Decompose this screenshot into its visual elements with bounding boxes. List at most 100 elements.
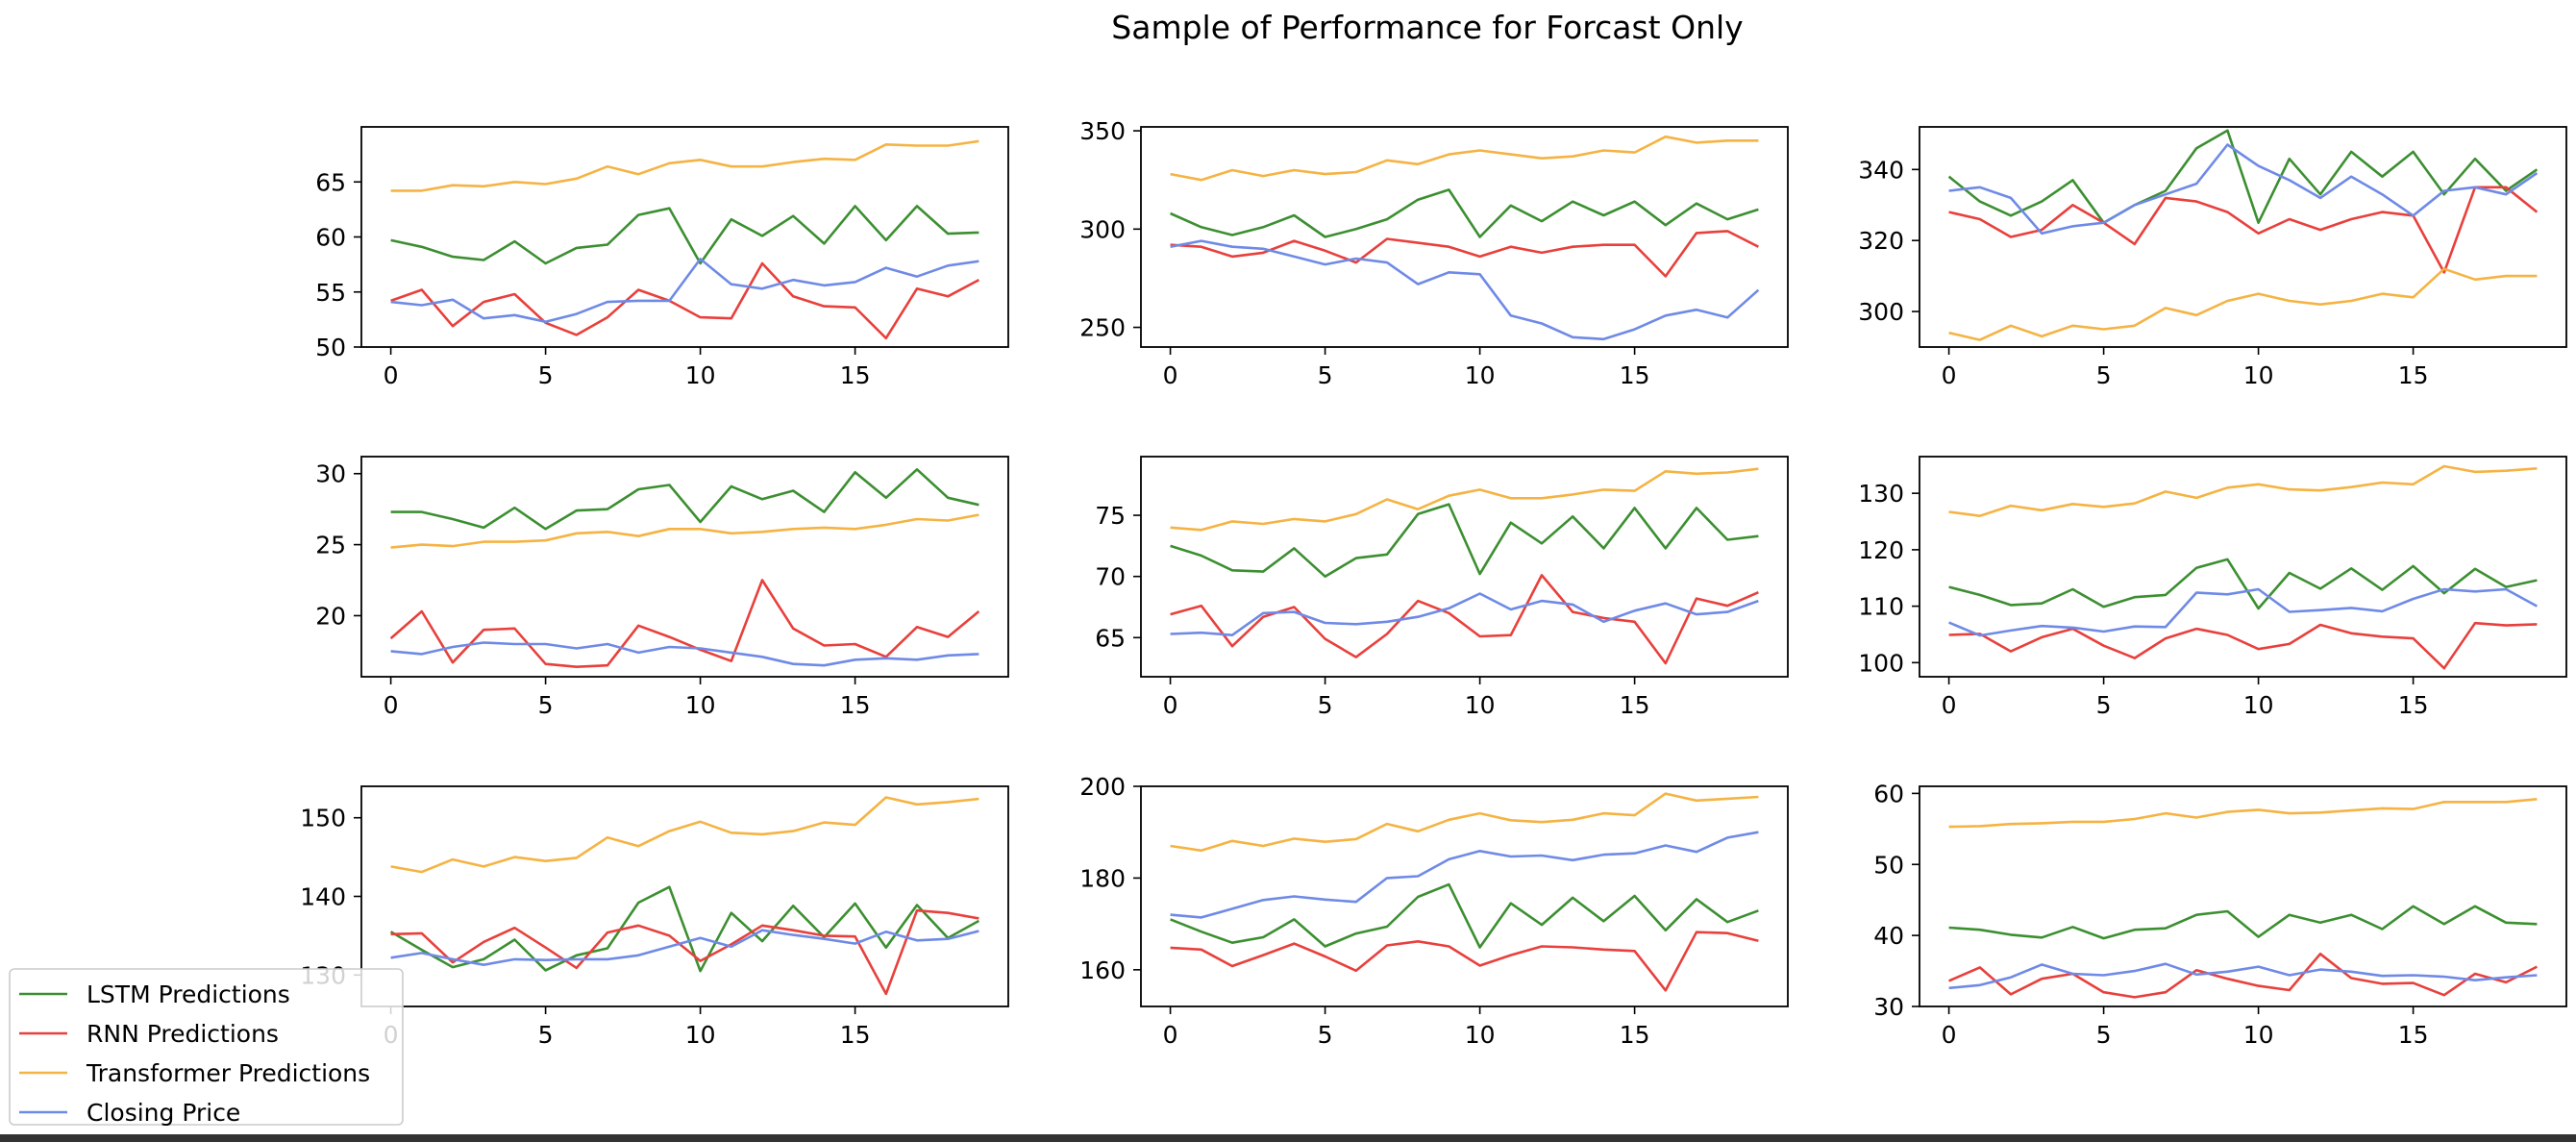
x-tick-label: 10 — [2243, 361, 2274, 389]
axes-frame — [1140, 126, 1789, 348]
axes-frame — [1140, 456, 1789, 678]
x-tick-label: 15 — [840, 361, 871, 389]
x-tick-label: 15 — [840, 1021, 871, 1049]
axes-frame — [1919, 785, 2567, 1007]
x-tick-label: 0 — [1942, 1021, 1957, 1049]
axes-frame — [360, 456, 1009, 678]
transformer-predictions-line — [1948, 267, 2538, 341]
x-tick-label: 15 — [2398, 691, 2429, 719]
x-tick-label: 0 — [1163, 691, 1178, 719]
x-tick-label: 0 — [1942, 361, 1957, 389]
x-tick-label: 0 — [384, 691, 399, 719]
axes-frame — [1919, 126, 2567, 348]
rnn-predictions-line — [1948, 621, 2538, 670]
closing-price-line — [1948, 143, 2539, 236]
y-tick-label: 25 — [315, 532, 346, 559]
transformer-predictions-line — [1170, 467, 1759, 532]
subplot-9: 0 5 10 15 30 40 50 60 — [1873, 780, 2567, 1049]
y-tick-label: 50 — [315, 334, 346, 361]
subplot-3: 0 5 10 15 300 320 340 — [1858, 126, 2567, 389]
closing-price-line — [1948, 587, 2539, 637]
x-tick-label: 10 — [685, 361, 716, 389]
y-tick-label: 120 — [1858, 536, 1904, 564]
rnn-predictions-line — [1170, 574, 1759, 665]
x-tick-label: 5 — [2096, 691, 2112, 719]
y-tick-label: 160 — [1079, 956, 1126, 984]
rnn-predictions-line — [1948, 952, 2538, 999]
x-tick-label: 5 — [538, 361, 554, 389]
lstm-predictions-line — [1170, 882, 1759, 949]
rnn-predictions-line — [1170, 230, 1759, 278]
subplot-7: 051015130140150 — [300, 785, 1009, 1049]
closing-price-line — [1170, 239, 1760, 341]
subplot-1: 0 5 10 15 50 55 60 65 — [315, 126, 1009, 389]
y-tick-label: 200 — [1079, 773, 1126, 801]
x-tick-label: 5 — [538, 1021, 554, 1049]
y-tick-label: 340 — [1858, 156, 1904, 184]
lstm-predictions-line — [1170, 503, 1759, 579]
lstm-predictions-line — [389, 885, 980, 973]
rnn-predictions-line — [390, 261, 980, 340]
rnn-predictions-line — [390, 908, 979, 996]
x-tick-label: 0 — [1942, 691, 1957, 719]
rnn-predictions-line — [389, 579, 980, 669]
lstm-predictions-line — [390, 467, 979, 531]
y-tick-label: 250 — [1079, 314, 1126, 342]
y-tick-label: 75 — [1095, 502, 1126, 530]
transformer-predictions-line — [390, 796, 979, 874]
x-tick-label: 5 — [1318, 361, 1333, 389]
lstm-predictions-line — [1170, 188, 1759, 238]
axes-frame — [1140, 785, 1789, 1007]
legend-label: Transformer Predictions — [86, 1059, 370, 1087]
y-tick-label: 65 — [315, 168, 346, 196]
y-tick-label: 60 — [1873, 780, 1904, 807]
y-tick-label: 30 — [315, 460, 346, 488]
subplot-6: 0 5 10 15 100 110 120 130 — [1858, 456, 2567, 719]
subplot-5: 0 5 10 15 65 70 75 — [1095, 456, 1789, 719]
lstm-predictions-line — [390, 205, 979, 265]
x-tick-label: 5 — [2096, 361, 2112, 389]
rnn-predictions-line — [1170, 931, 1759, 992]
transformer-predictions-line — [1948, 464, 2538, 518]
figure-title: Sample of Performance for Forcast Only — [1111, 9, 1743, 46]
x-tick-label: 15 — [840, 691, 871, 719]
x-tick-label: 5 — [2096, 1021, 2112, 1049]
legend-label: Closing Price — [87, 1099, 240, 1127]
x-tick-label: 0 — [1163, 361, 1178, 389]
y-tick-label: 70 — [1095, 563, 1126, 591]
transformer-predictions-line — [1170, 135, 1759, 182]
x-tick-label: 10 — [685, 1021, 716, 1049]
legend: LSTM Predictions RNN Predictions Transform… — [9, 968, 404, 1127]
y-tick-label: 20 — [315, 602, 346, 630]
y-tick-label: 55 — [315, 279, 346, 307]
transformer-predictions-line — [390, 139, 979, 192]
transformer-predictions-line — [390, 513, 979, 549]
x-tick-label: 15 — [2398, 1021, 2429, 1049]
x-tick-label: 10 — [1465, 691, 1496, 719]
y-tick-label: 130 — [1858, 480, 1904, 508]
y-tick-label: 150 — [300, 805, 346, 832]
legend-box — [9, 968, 404, 1126]
x-tick-label: 15 — [1620, 361, 1650, 389]
y-tick-label: 60 — [315, 224, 346, 252]
rnn-predictions-line — [1948, 186, 2539, 274]
y-tick-label: 350 — [1079, 117, 1126, 145]
x-tick-label: 15 — [2398, 361, 2429, 389]
x-tick-label: 15 — [1620, 691, 1650, 719]
y-tick-label: 300 — [1858, 298, 1904, 326]
axes-frame — [360, 785, 1009, 1007]
transformer-predictions-line — [1948, 798, 2538, 829]
x-tick-label: 5 — [1318, 1021, 1333, 1049]
x-tick-label: 15 — [1620, 1021, 1650, 1049]
lstm-predictions-line — [1948, 905, 2538, 940]
closing-price-line — [390, 258, 979, 324]
closing-price-line — [390, 929, 979, 967]
y-tick-label: 300 — [1079, 215, 1126, 243]
x-tick-label: 5 — [1318, 691, 1333, 719]
y-tick-label: 30 — [1873, 993, 1904, 1021]
y-tick-label: 180 — [1079, 864, 1126, 892]
closing-price-line — [1170, 592, 1759, 637]
x-tick-label: 0 — [1163, 1021, 1178, 1049]
